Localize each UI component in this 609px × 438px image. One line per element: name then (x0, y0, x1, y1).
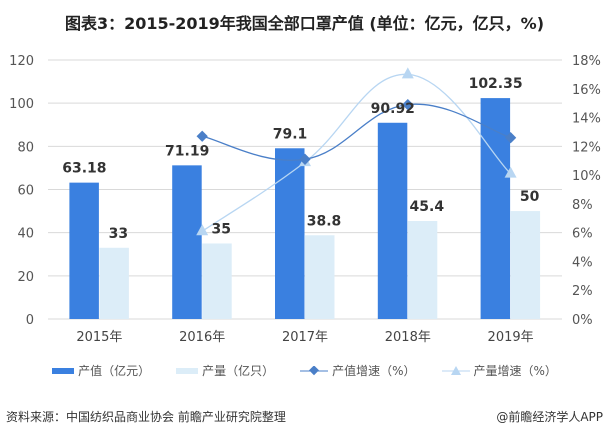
data-label: 79.1 (273, 126, 308, 142)
legend-item-volume-growth: 产量增速（%） (441, 362, 557, 379)
legend-item-output-volume: 产量（亿只） (176, 362, 274, 379)
bar-output-value (377, 122, 408, 319)
bar-output-volume (202, 243, 232, 319)
x-tick-label: 2018年 (385, 330, 431, 345)
legend-item-value-growth: 产值增速（%） (300, 362, 416, 379)
credit: @前瞻经济学人APP (496, 410, 603, 424)
bar-output-value (69, 182, 99, 319)
data-label: 50 (520, 189, 540, 205)
chart-title: 图表3：2015-2019年我国全部口罩产值 (单位：亿元，亿只，%) (64, 14, 545, 33)
legend-label: 产量增速（%） (473, 364, 557, 378)
y2-tick-label: 10% (572, 169, 601, 184)
y-tick-label: 0 (26, 313, 34, 328)
legend-label: 产值（亿元） (78, 364, 151, 378)
data-label: 38.8 (307, 213, 342, 229)
y-tick-label: 80 (17, 140, 34, 155)
bar-output-volume (407, 221, 438, 319)
bar-output-value (172, 165, 202, 319)
y2-tick-label: 2% (572, 284, 593, 299)
y-tick-label: 60 (17, 184, 34, 199)
x-tick-label: 2019年 (488, 330, 534, 345)
x-tick-label: 2016年 (179, 330, 225, 345)
data-label: 35 (211, 221, 230, 237)
y-tick-label: 120 (9, 54, 34, 69)
y2-tick-label: 12% (572, 140, 601, 155)
marker-volume-growth (504, 166, 517, 178)
y2-tick-label: 0% (572, 313, 593, 328)
data-label: 102.35 (469, 76, 523, 92)
y2-tick-label: 14% (572, 112, 601, 127)
bar-output-volume (305, 235, 335, 319)
y2-tick-label: 16% (572, 83, 601, 98)
y-tick-label: 100 (9, 97, 34, 112)
data-label: 63.18 (62, 161, 106, 177)
y-tick-label: 20 (17, 270, 34, 285)
line-value-growth (202, 103, 511, 161)
bar-output-volume (99, 247, 129, 319)
legend-label: 产值增速（%） (332, 364, 416, 378)
line-volume-growth (201, 73, 512, 232)
x-tick-label: 2015年 (76, 330, 122, 345)
marker-volume-growth (196, 224, 209, 236)
y-tick-label: 40 (17, 227, 34, 242)
data-label: 45.4 (410, 199, 445, 215)
data-label: 90.92 (371, 101, 415, 117)
marker-value-growth (504, 132, 517, 144)
marker-value-growth (299, 153, 311, 165)
y2-tick-label: 18% (572, 54, 601, 69)
legend-item-output-value: 产值（亿元） (52, 362, 150, 379)
bar-output-volume (510, 211, 541, 319)
bar-output-value (275, 148, 305, 319)
marker-volume-growth (401, 67, 414, 79)
marker-value-growth (196, 130, 208, 142)
y2-tick-label: 4% (572, 255, 593, 270)
source-note: 资料来源：中国纺织品商业协会 前瞻产业研究院整理 (6, 410, 286, 424)
y2-tick-label: 8% (572, 198, 593, 213)
data-label: 71.19 (165, 143, 209, 159)
data-label: 33 (109, 226, 128, 242)
y2-tick-label: 6% (572, 227, 593, 242)
x-tick-label: 2017年 (282, 330, 328, 345)
legend: 产值（亿元） 产量（亿只） 产值增速（%） 产量增速（%） (0, 362, 609, 379)
legend-label: 产量（亿只） (202, 364, 275, 378)
